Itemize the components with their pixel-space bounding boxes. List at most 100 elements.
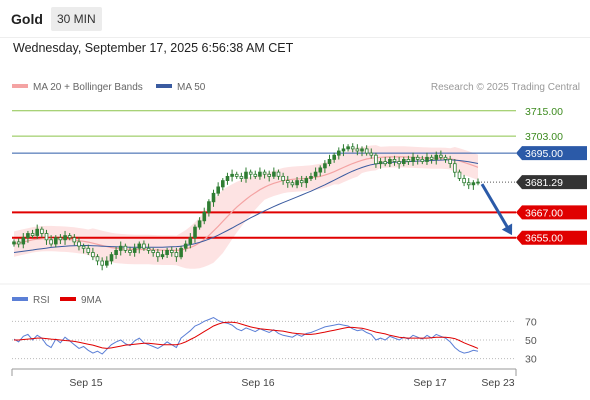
candle-body <box>174 252 179 258</box>
candle-body <box>118 245 123 251</box>
candle-body <box>434 154 439 160</box>
ma50-legend-swatch <box>156 84 172 88</box>
candle-body <box>216 186 221 194</box>
chart-header: Gold 30 MIN <box>0 0 590 38</box>
candle-body <box>44 233 49 241</box>
candle-body <box>457 171 462 179</box>
ma9-legend-swatch <box>60 297 76 301</box>
candle-body <box>169 249 174 253</box>
symbol-title: Gold <box>11 11 43 27</box>
candle-body <box>415 156 420 160</box>
candle-body <box>244 171 248 179</box>
candle-body <box>323 163 327 169</box>
rsi-tick-label: 70 <box>525 316 537 328</box>
candle-body <box>336 150 341 156</box>
candle-body <box>439 154 443 158</box>
candle-body <box>128 249 132 253</box>
candle-body <box>63 235 67 241</box>
ma50-legend-label: MA 50 <box>177 82 206 93</box>
candle-body <box>16 241 21 245</box>
time-axis-label: Sep 17 <box>413 377 446 389</box>
candle-body <box>369 152 374 156</box>
candle-body <box>234 173 239 177</box>
pivot-label: 3695.00 <box>525 148 563 160</box>
candle-body <box>21 237 26 245</box>
timeframe-button[interactable]: 30 MIN <box>51 7 102 31</box>
credit-text: Research © 2025 Trading Central <box>431 82 580 93</box>
time-axis: Sep 15 Sep 16 Sep 17 Sep 23 <box>69 377 514 389</box>
candle-body <box>58 237 63 241</box>
candle-body <box>285 180 290 184</box>
rsi-tick-label: 30 <box>525 354 537 366</box>
candle-body <box>220 180 225 188</box>
candle-body <box>239 175 244 179</box>
candle-body <box>443 156 448 160</box>
candle-body <box>429 156 434 160</box>
candle-body <box>304 178 309 184</box>
candle-body <box>156 252 160 258</box>
candle-body <box>105 260 109 266</box>
candle-body <box>471 182 476 186</box>
candle-body <box>91 252 95 258</box>
candle-body <box>452 163 457 173</box>
candle-body <box>411 156 415 162</box>
candle-body <box>183 243 188 249</box>
candle-body <box>448 158 452 164</box>
candle-body <box>151 249 156 253</box>
candle-body <box>160 254 165 258</box>
candle-body <box>350 146 355 150</box>
candle-body <box>81 245 86 249</box>
rsi-legend-swatch <box>12 297 28 301</box>
candle-body <box>401 158 406 164</box>
candle-body <box>197 220 202 228</box>
candle-body <box>466 182 471 186</box>
candle-body <box>309 175 313 179</box>
candle-body <box>100 260 105 266</box>
candle-body <box>258 171 262 177</box>
candle-body <box>383 161 387 165</box>
last-price-tag <box>516 175 587 190</box>
candle-body <box>341 148 346 152</box>
candle-body <box>26 233 30 239</box>
rsi-line <box>13 317 479 355</box>
candle-body <box>295 180 299 186</box>
candle-body <box>406 158 411 162</box>
candle-body <box>392 158 397 162</box>
candle-body <box>290 182 295 186</box>
candle-body <box>207 201 211 213</box>
candle-body <box>332 154 336 160</box>
rsi-legend-label: RSI <box>33 295 50 306</box>
candle-body <box>49 239 53 245</box>
candle-body <box>40 228 44 234</box>
candle-body <box>267 173 271 177</box>
rsi-tick-label: 50 <box>525 335 537 347</box>
candle-body <box>211 192 216 203</box>
candle-body <box>30 233 35 236</box>
support-label: 3667.00 <box>525 207 563 219</box>
candle-body <box>327 158 332 164</box>
candle-body <box>397 161 401 165</box>
time-axis-label: Sep 15 <box>69 377 102 389</box>
candle-body <box>360 148 364 152</box>
candle-body <box>202 211 207 222</box>
ma9-legend-label: 9MA <box>81 295 102 306</box>
candle-body <box>230 173 234 177</box>
candle-body <box>299 180 304 184</box>
candle-body <box>146 247 151 251</box>
rsi-ma-line <box>14 321 479 349</box>
resistance-label: 3715.00 <box>525 106 563 118</box>
pivot-price-tag <box>516 146 587 161</box>
candle-body <box>225 175 230 181</box>
timestamp: Wednesday, September 17, 2025 6:56:38 AM… <box>13 41 294 55</box>
forecast-arrow-head <box>501 223 513 236</box>
support-label: 3655.00 <box>525 233 563 245</box>
candle-body <box>364 148 369 154</box>
candle-body <box>462 178 466 184</box>
candle-body <box>179 247 183 258</box>
candle-body <box>374 154 378 165</box>
time-axis-label: Sep 16 <box>241 377 274 389</box>
candle-body <box>253 173 258 177</box>
candle-body <box>193 226 197 239</box>
candle-body <box>95 256 100 262</box>
candle-body <box>109 254 114 262</box>
